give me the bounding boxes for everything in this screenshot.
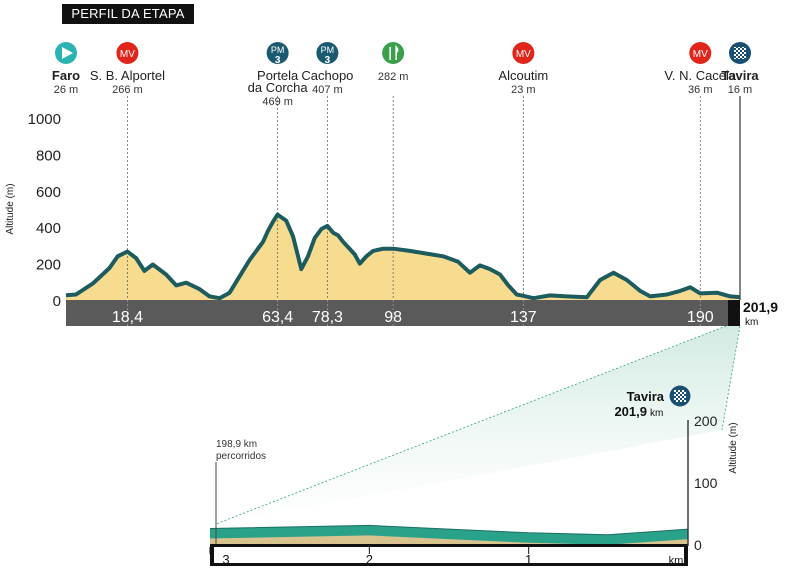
sprint-icon-circle — [689, 42, 712, 64]
waypoint-name: Cachopo — [301, 68, 353, 83]
km-axis-bar — [66, 300, 728, 326]
zoom-connector-line-left — [215, 325, 727, 525]
sprint-icon-text: MV — [516, 49, 531, 60]
mv-icon: MV — [689, 42, 712, 64]
zoom-x-unit: km — [669, 555, 684, 567]
sprint-icon-text: MV — [693, 49, 708, 60]
km-axis-label: 98 — [384, 309, 402, 326]
waypoint-altitude: 266 m — [112, 84, 143, 96]
zoom-road-edge — [209, 524, 689, 536]
waypoint-altitude: 407 m — [312, 84, 343, 96]
waypoint-altitude: 16 m — [728, 84, 752, 96]
total-distance-unit: km — [745, 317, 758, 328]
zoom-road-band — [210, 525, 688, 545]
zoom-y-tick-label: 200 — [694, 413, 718, 429]
km-axis-label: 63,4 — [262, 309, 293, 326]
climb-icon-circle — [316, 42, 339, 64]
waypoint-altitude: 282 m — [378, 71, 409, 83]
waypoint-altitude: 26 m — [54, 84, 78, 96]
profile-area — [66, 214, 740, 300]
feed-icon — [382, 42, 405, 64]
zoom-connector-cone — [216, 326, 740, 524]
y-tick-label: 0 — [53, 293, 61, 310]
waypoint-name: da Corcha — [248, 80, 309, 95]
zoom-start-note: percorridos — [216, 451, 266, 462]
km-axis-label: 190 — [687, 309, 714, 326]
zoom-finish-name: Tavira — [627, 389, 665, 404]
waypoint-name: V. N. Cacela — [664, 68, 737, 83]
km-axis-label: 18,4 — [112, 309, 143, 326]
y-tick-label: 1000 — [28, 111, 61, 128]
waypoint-altitude: 23 m — [511, 84, 535, 96]
sprint-icon-circle — [512, 42, 535, 64]
mv-icon: MV — [116, 42, 139, 64]
finish-icon — [669, 385, 691, 407]
knife-icon — [395, 45, 399, 60]
zoom-km-bar-inner — [214, 547, 684, 563]
finish-icon — [729, 42, 751, 64]
checkered-flag-icon — [674, 390, 686, 402]
climb-category-text: 3 — [275, 55, 281, 66]
km-axis-label: 137 — [510, 309, 537, 326]
zoom-y-tick-label: 100 — [694, 475, 718, 491]
feed-icon-circle — [382, 42, 405, 64]
zoom-start-note: 198,9 km — [216, 439, 257, 450]
waypoint-name: Portela — [257, 68, 299, 83]
waypoint-name: Alcoutim — [498, 68, 548, 83]
sprint-icon-text: MV — [120, 49, 135, 60]
y-tick-label: 200 — [36, 257, 61, 274]
zoom-x-tick-label: 2 — [366, 552, 373, 567]
climb-icon-text: PM — [321, 45, 335, 55]
climb-category-text: 3 — [325, 55, 331, 66]
zoom-connector-line-right — [721, 325, 741, 431]
y-tick-label: 600 — [36, 184, 61, 201]
profile-line — [65, 212, 741, 301]
finish-axis-block — [728, 300, 740, 326]
pm-icon: PM3 — [316, 42, 339, 66]
total-distance-label: 201,9 — [743, 299, 778, 315]
zoom-y-axis-title: Altitude (m) — [728, 422, 739, 473]
waypoint-name: Faro — [52, 68, 80, 83]
waypoint-name: S. B. Alportel — [90, 68, 165, 83]
mv-icon: MV — [512, 42, 535, 64]
main-profile: 0 200 400 600 800 1000 Altitude (m) 18,4 63,4 78,… — [5, 42, 778, 525]
sprint-icon-circle — [116, 42, 139, 64]
zoom-x-tick-label: 1 — [525, 552, 532, 567]
climb-icon-circle — [266, 42, 289, 64]
waypoint-name: Tavira — [721, 68, 759, 83]
y-tick-label: 400 — [36, 220, 61, 237]
page-title: PERFIL DA ETAPA — [62, 4, 194, 24]
pm-icon: PM3 — [266, 42, 289, 66]
y-axis-title: Altitude (m) — [5, 183, 16, 234]
zoom-finish-km: 201,9 — [614, 404, 647, 419]
zoom-x-tick-label: 3 — [222, 552, 229, 567]
y-tick-label: 800 — [36, 147, 61, 164]
zoom-y-tick-label: 0 — [694, 537, 702, 553]
checkered-flag-icon — [734, 47, 746, 59]
start-icon — [55, 42, 77, 64]
play-icon — [62, 47, 73, 59]
km-axis-label: 78,3 — [312, 309, 343, 326]
waypoint-altitude: 469 m — [262, 96, 293, 108]
climb-icon-text: PM — [271, 45, 285, 55]
zoom-finish-km-unit: km — [650, 408, 663, 419]
waypoint-altitude: 36 m — [688, 84, 712, 96]
